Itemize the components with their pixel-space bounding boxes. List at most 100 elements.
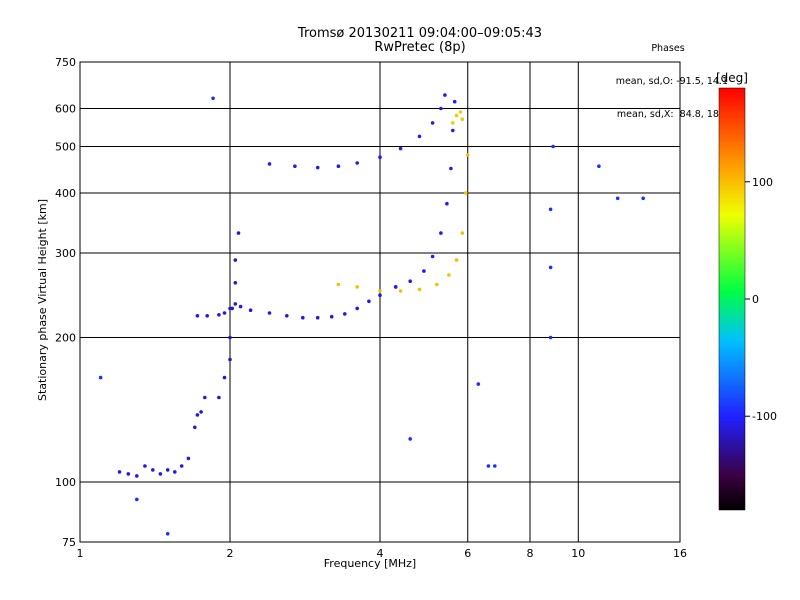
- data-point: [460, 117, 465, 121]
- data-point: [98, 375, 103, 380]
- x-tick-label: 16: [673, 547, 687, 560]
- data-point: [355, 161, 360, 165]
- data-point: [378, 293, 382, 298]
- data-point: [548, 335, 553, 340]
- data-point: [452, 99, 457, 104]
- data-point: [203, 395, 207, 400]
- data-point: [329, 314, 334, 319]
- colorbar-label: [deg]: [716, 71, 748, 85]
- data-point: [460, 231, 465, 235]
- data-point: [336, 282, 341, 287]
- data-point: [186, 456, 191, 461]
- data-point: [355, 285, 360, 289]
- data-point: [408, 279, 413, 284]
- x-tick-label: 10: [571, 547, 585, 560]
- data-point: [597, 164, 601, 168]
- data-point: [233, 281, 238, 285]
- data-point: [222, 375, 227, 380]
- grid-lines: [80, 62, 680, 542]
- colorbar-tick-label: 100: [752, 176, 773, 189]
- data-point: [267, 311, 272, 315]
- data-point: [451, 128, 455, 133]
- data-point: [451, 121, 455, 125]
- data-point: [355, 306, 360, 311]
- data-point: [151, 468, 155, 472]
- data-point: [165, 532, 170, 536]
- x-axis-label: Frequency [MHz]: [324, 557, 416, 570]
- data-point: [454, 258, 459, 262]
- title-line-2: RwPretec (8p): [374, 40, 466, 55]
- colorbar-tick-label: -100: [752, 410, 777, 423]
- data-point: [222, 311, 227, 315]
- data-point: [447, 273, 451, 277]
- y-tick-label: 75: [62, 536, 76, 549]
- data-point: [165, 468, 170, 472]
- data-point: [173, 470, 177, 474]
- data-point: [143, 464, 147, 468]
- data-point: [486, 464, 491, 468]
- data-point: [205, 314, 209, 318]
- y-tick-label: 100: [55, 476, 76, 489]
- data-point: [135, 474, 139, 478]
- data-point: [236, 231, 241, 235]
- data-point: [267, 162, 272, 166]
- data-point: [315, 315, 320, 320]
- y-tick-label: 600: [55, 103, 76, 116]
- data-point: [211, 96, 215, 101]
- data-point: [217, 395, 221, 400]
- axis-ticks: 1 2 4 6 8 10 16 75 100 200 300 400 500 600 750: [55, 56, 687, 560]
- stats-line-o: mean, sd,O: -91.5, 14.1: [615, 76, 728, 87]
- data-point: [336, 164, 341, 168]
- data-point: [417, 134, 422, 139]
- data-point: [301, 315, 305, 320]
- y-tick-label: 400: [55, 187, 76, 200]
- data-point: [117, 470, 122, 474]
- data-point: [551, 144, 555, 149]
- data-point: [476, 382, 481, 386]
- data-point: [454, 113, 459, 118]
- data-point: [158, 472, 163, 476]
- data-point: [228, 335, 232, 340]
- data-point: [367, 299, 371, 304]
- data-point: [228, 357, 232, 362]
- data-point: [378, 289, 382, 293]
- data-point: [464, 191, 468, 195]
- x-tick-label: 6: [464, 547, 471, 560]
- data-point: [493, 464, 497, 468]
- data-points: [98, 93, 645, 536]
- title-line-1: Tromsø 20130211 09:04:00–09:05:43: [297, 26, 543, 41]
- colorbar-ticks: 100 0 -100: [745, 176, 777, 423]
- data-point: [548, 265, 553, 270]
- phase-stats: Phases mean, sd,O: -91.5, 14.1 mean, sd,…: [608, 21, 728, 131]
- stats-line-x: mean, sd,X: 84.8, 18.3: [616, 109, 728, 120]
- data-point: [195, 314, 200, 318]
- colorbar-tick-label: 0: [752, 293, 759, 306]
- data-point: [439, 106, 443, 111]
- data-point: [193, 425, 197, 430]
- stats-heading: Phases: [651, 43, 685, 54]
- data-point: [217, 313, 221, 317]
- y-axis-label: Stationary phase Virtual Height [km]: [36, 199, 49, 401]
- data-point: [422, 269, 426, 273]
- x-tick-label: 2: [227, 547, 234, 560]
- data-point: [199, 410, 203, 414]
- data-point: [417, 287, 422, 292]
- data-point: [443, 93, 447, 97]
- data-point: [430, 254, 435, 259]
- data-point: [641, 196, 645, 201]
- data-point: [343, 312, 347, 316]
- data-point: [179, 464, 184, 468]
- data-point: [230, 306, 234, 311]
- plot-frame: [79, 61, 681, 543]
- data-point: [465, 153, 470, 157]
- data-point: [398, 289, 403, 293]
- data-point: [449, 166, 453, 171]
- chart-title: Tromsø 20130211 09:04:00–09:05:43 RwPret…: [240, 26, 600, 55]
- y-tick-label: 200: [55, 332, 76, 345]
- x-tick-label: 1: [77, 547, 84, 560]
- data-point: [293, 164, 297, 168]
- data-point: [285, 314, 289, 318]
- data-point: [430, 121, 435, 125]
- data-point: [393, 285, 398, 289]
- data-point: [248, 308, 253, 313]
